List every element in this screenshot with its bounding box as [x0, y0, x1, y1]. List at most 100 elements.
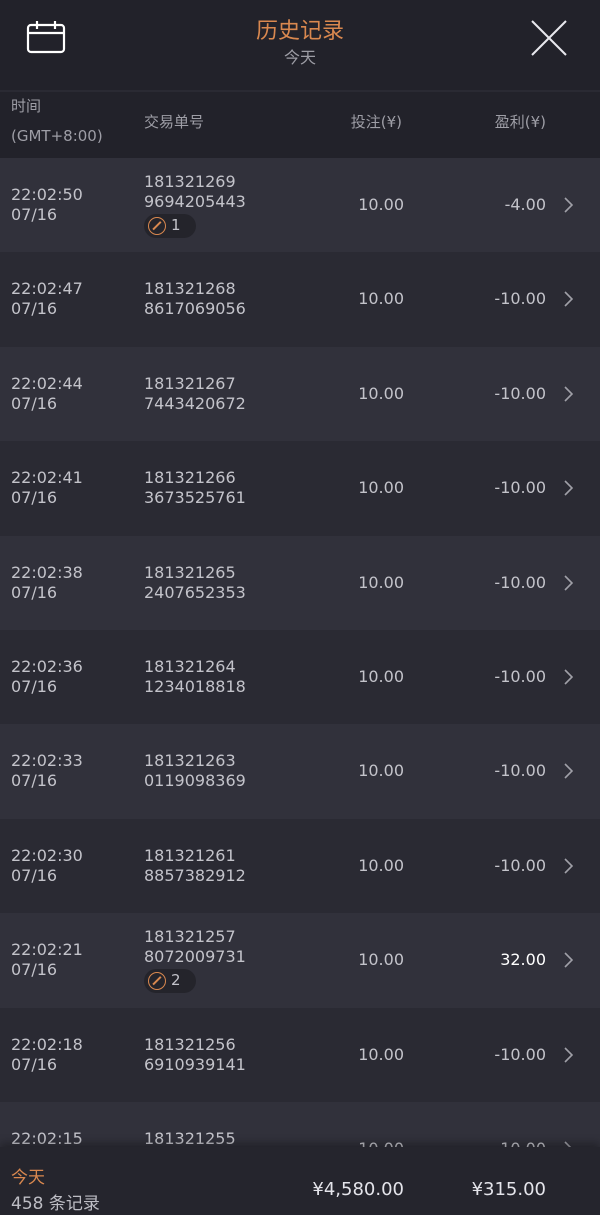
chevron-right-icon[interactable] [563, 1047, 573, 1063]
row-date: 07/16 [11, 393, 58, 413]
row-bet: 10.00 [358, 195, 404, 214]
row-order-id: 181321266 [144, 468, 236, 488]
table-row[interactable]: 22:02:38 07/16 181321265 2407652353 10.00… [0, 535, 600, 630]
row-order-id-suffix: 3673525761 [144, 488, 246, 508]
row-order-id: 181321261 [144, 845, 236, 865]
top-bar: 历史记录 今天 [0, 0, 600, 90]
summary-footer: 今天 458 条记录 ¥4,580.00 ¥315.00 [0, 1147, 600, 1215]
row-profit: -10.00 [494, 572, 546, 592]
row-bet: 10.00 [358, 289, 404, 309]
compass-icon [148, 217, 166, 235]
table-row[interactable]: 22:02:44 07/16 181321267 7443420672 10.00… [0, 346, 600, 442]
row-date: 07/16 [11, 865, 58, 885]
table-row[interactable]: 22:02:21 07/16 181321257 8072009731 2 10.0… [0, 913, 600, 1008]
chevron-right-icon[interactable] [563, 763, 573, 779]
row-profit: -10.00 [494, 1139, 546, 1147]
chevron-right-icon[interactable] [563, 480, 573, 496]
row-profit: -10.00 [494, 289, 546, 309]
chevron-right-icon[interactable] [563, 575, 573, 591]
row-order-id: 181321267 [144, 373, 236, 393]
row-order-id-suffix: 0119098369 [144, 771, 246, 791]
chevron-right-icon[interactable] [563, 858, 573, 874]
row-time: 22:02:41 [11, 468, 83, 488]
table-row[interactable]: 22:02:50 07/16 181321269 9694205443 1 10.0… [0, 158, 600, 253]
row-order-id: 181321255 [144, 1129, 236, 1147]
close-icon[interactable] [530, 19, 568, 57]
row-time: 22:02:15 [11, 1129, 83, 1147]
row-order-id-suffix: 8617069056 [144, 299, 246, 319]
chevron-right-icon[interactable] [563, 1141, 573, 1147]
row-time: 22:02:38 [11, 562, 83, 582]
row-time: 22:02:47 [11, 279, 83, 299]
chevron-right-icon[interactable] [563, 197, 573, 213]
badge-count: 1 [171, 216, 181, 234]
table-row[interactable]: 22:02:47 07/16 181321268 8617069056 10.00… [0, 252, 600, 347]
row-profit: -10.00 [494, 478, 546, 498]
row-order-id: 181321265 [144, 562, 236, 582]
row-bet: 10.00 [358, 383, 404, 403]
footer-period: 今天 [11, 1168, 45, 1188]
compass-icon [148, 972, 166, 991]
row-bet: 10.00 [358, 761, 404, 781]
table-header: 时间 (GMT+8:00) 交易单号 投注(¥) 盈利(¥) [0, 92, 600, 158]
row-time: 22:02:30 [11, 845, 83, 865]
row-time: 22:02:18 [11, 1034, 83, 1054]
row-order-id: 181321257 [144, 927, 236, 947]
row-time: 22:02:21 [11, 940, 83, 960]
row-time: 22:02:36 [11, 657, 83, 676]
row-profit: -10.00 [494, 1044, 546, 1064]
row-badge: 1 [144, 214, 196, 238]
row-date: 07/16 [11, 299, 58, 319]
table-row[interactable]: 22:02:33 07/16 181321263 0119098369 10.00… [0, 724, 600, 819]
row-order-id: 181321268 [144, 279, 236, 299]
row-date: 07/16 [11, 960, 58, 980]
row-date: 07/16 [11, 488, 58, 508]
row-date: 07/16 [11, 771, 58, 791]
row-order-id-suffix: 1234018818 [144, 677, 246, 696]
row-time: 22:02:44 [11, 373, 83, 393]
column-timezone: (GMT+8:00) [11, 127, 103, 145]
row-order-id-suffix: 9694205443 [144, 192, 246, 211]
row-order-id: 181321264 [144, 657, 236, 676]
chevron-right-icon[interactable] [563, 291, 573, 307]
column-profit: 盈利(¥) [494, 113, 546, 131]
table-row[interactable]: 22:02:41 07/16 181321266 3673525761 10.00… [0, 441, 600, 536]
row-order-id-suffix: 7443420672 [144, 393, 246, 413]
chevron-right-icon[interactable] [563, 669, 573, 685]
table-row[interactable]: 22:02:18 07/16 181321256 6910939141 10.00… [0, 1007, 600, 1102]
row-profit: -10.00 [494, 855, 546, 875]
row-order-id-suffix: 8072009731 [144, 947, 246, 967]
row-profit: -4.00 [504, 195, 546, 214]
table-row[interactable]: 22:02:36 07/16 181321264 1234018818 10.00… [0, 630, 600, 725]
column-bet: 投注(¥) [350, 113, 402, 131]
row-bet: 10.00 [358, 572, 404, 592]
row-date: 07/16 [11, 582, 58, 602]
total-profit: ¥315.00 [471, 1179, 546, 1200]
row-profit: -10.00 [494, 667, 546, 686]
row-order-id-suffix: 6910939141 [144, 1054, 246, 1074]
row-order-id: 181321256 [144, 1034, 236, 1054]
total-bet: ¥4,580.00 [312, 1179, 404, 1200]
row-time: 22:02:33 [11, 751, 83, 771]
page-title: 历史记录 [255, 19, 344, 44]
row-order-id-suffix: 8857382912 [144, 865, 246, 885]
row-date: 07/16 [11, 205, 58, 224]
badge-count: 2 [171, 971, 181, 990]
row-bet: 10.00 [358, 855, 404, 875]
record-count: 458 条记录 [11, 1194, 100, 1214]
calendar-icon[interactable] [26, 20, 66, 54]
record-list[interactable]: 22:02:50 07/16 181321269 9694205443 1 10.0… [0, 158, 600, 1147]
table-row[interactable]: 22:02:15 181321255 10.00 -10.00 [0, 1102, 600, 1147]
row-bet: 10.00 [358, 667, 404, 686]
chevron-right-icon[interactable] [563, 952, 573, 968]
chevron-right-icon[interactable] [563, 386, 573, 402]
page-subtitle[interactable]: 今天 [283, 48, 316, 67]
row-order-id-suffix: 2407652353 [144, 582, 246, 602]
row-profit: -10.00 [494, 761, 546, 781]
row-bet: 10.00 [358, 1044, 404, 1064]
row-badge: 2 [144, 969, 196, 994]
table-row[interactable]: 22:02:30 07/16 181321261 8857382912 10.00… [0, 818, 600, 914]
row-profit: -10.00 [494, 383, 546, 403]
row-date: 07/16 [11, 1054, 58, 1074]
row-bet: 10.00 [358, 950, 404, 970]
